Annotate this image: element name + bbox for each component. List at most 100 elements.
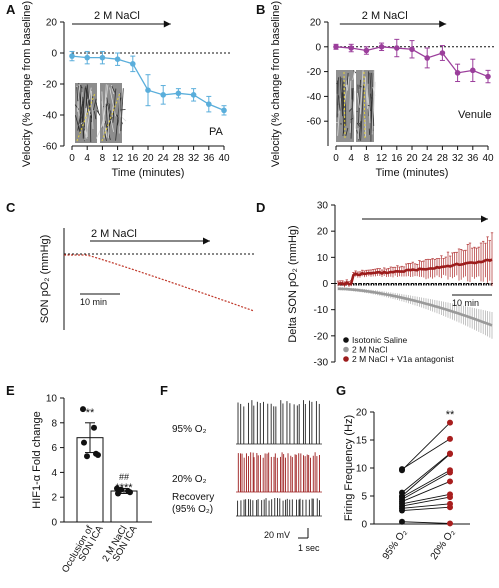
data-point [125,488,131,494]
data-point [99,54,106,61]
data-point-20 [447,500,453,507]
x-tick-label: 0 [333,153,339,164]
kymograph-streak [119,92,121,118]
y-tick-label: 10 [356,464,368,475]
kymograph-streak [357,93,360,108]
y-tick-label: 15 [356,436,368,447]
kymograph-streak [76,87,79,102]
data-point [190,92,197,98]
kymograph-streak [358,79,361,124]
kymograph-streak [111,85,116,93]
x-tick-label: 28 [437,153,449,164]
scale-bar-label: 10 min [452,298,479,308]
y-tick-label: 2 [51,493,57,504]
kymograph-streak [359,70,364,115]
data-point [485,73,491,80]
x-tick-label: 36 [203,153,215,164]
kymograph-streak [101,101,105,124]
y-tick-label: 5 [361,492,367,503]
x-tick-label: 40 [218,153,230,164]
kymograph-streak [353,90,356,112]
kymograph-streak [82,96,86,131]
y-axis-label: Velocity (% change from baseline) [270,1,282,167]
significance-marker: ## [119,472,129,482]
legend-marker [343,346,349,353]
trace-label: 95% O₂ [172,424,207,435]
kymograph-streak [336,77,339,118]
data-point [91,424,97,431]
trace-label: 20% O₂ [172,474,207,485]
kymograph-streak [371,70,375,135]
kymograph-streak [115,102,120,141]
kymograph-streak [367,89,371,124]
data-point [114,56,121,62]
x-tick-label: 8 [100,153,106,164]
kymograph-streak [341,92,345,134]
kymograph-streak [350,88,354,139]
legend-marker [343,356,349,362]
series-2m-nacl [337,287,493,327]
kymograph-inset [74,82,127,143]
scale-bar-voltage-label: 20 mV [264,530,290,540]
kymograph-streak [336,82,339,85]
significance-marker: ** [86,407,95,419]
significance-marker: ** [446,409,455,421]
data-point-20 [447,520,453,527]
kymograph-streak [345,127,349,136]
panel-label-f: F [160,383,168,398]
kymograph-inset [336,70,376,142]
data-point [114,485,120,492]
velocity-trace [363,71,366,141]
data-point [394,45,400,51]
category-label: 20% O₂ [429,527,458,562]
panel-label-a: A [6,2,16,17]
data-point-20 [447,435,453,442]
y-tick-label: 8 [51,418,57,429]
kymograph-streak [77,83,81,112]
data-point [69,53,75,59]
kymograph-streak [104,120,111,140]
kymograph-streak [84,127,88,139]
data-point [439,50,446,56]
treatment-arrow-head [163,20,171,28]
kymograph-streak [85,86,88,113]
kymograph-streak [109,87,116,117]
trace-label: Recovery [172,492,214,503]
kymograph-streak [339,76,343,117]
data-point-20 [447,450,453,457]
y-tick-label: 20 [317,227,329,238]
y-axis-label: HIF1-α Fold change [31,411,43,508]
kymograph-streak [86,84,90,105]
category-label: 95% O₂ [381,527,410,562]
data-point-20 [447,467,453,474]
x-tick-label: 4 [348,153,354,164]
x-tick-label: 12 [112,153,124,164]
panel-label-g: G [336,383,346,398]
scale-bar-label: 10 min [80,297,107,307]
panel-label-b: B [256,2,265,17]
x-tick-label: 20 [406,153,418,164]
kymograph-streak [121,122,124,124]
treatment-label: 2 M NaCl [91,228,137,240]
kymograph-streak [352,70,356,81]
panel-d: 30 20 10 0 -10 -20 -30 Delta SON pO₂ (mmHg) 10 m… [287,201,495,369]
x-tick-label: 36 [467,153,479,164]
y-tick-label: -60 [307,117,322,128]
pair-line [401,438,451,470]
data-point [409,46,415,53]
kymograph-streak [360,84,365,141]
kymograph-streak [86,108,88,137]
y-tick-label: -20 [314,331,329,342]
pair-line [401,453,451,493]
data-point-95 [399,518,405,525]
kymograph-streak [356,122,361,127]
panel-label-d: D [256,200,265,215]
data-point [454,70,461,76]
pair-line [401,521,451,524]
data-point [348,45,355,51]
y-tick-label: 10 [46,394,58,405]
treatment-label: 2 M NaCl [362,10,408,22]
